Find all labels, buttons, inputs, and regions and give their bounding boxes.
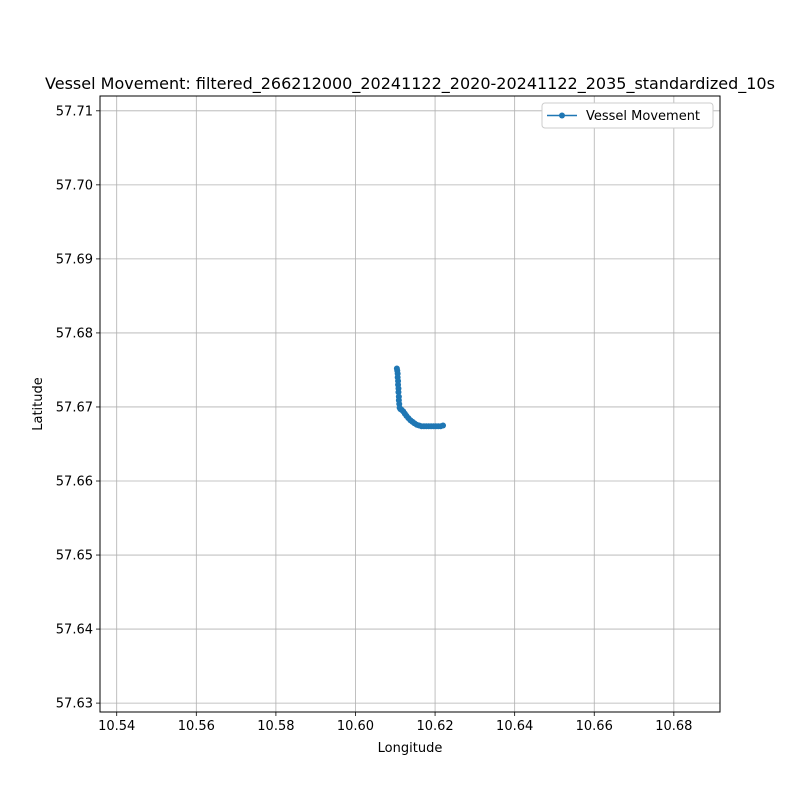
y-tick-label: 57.68 [56,326,93,341]
x-tick-label: 10.56 [178,719,215,734]
x-tick-label: 10.54 [98,719,135,734]
y-axis-label: Latitude [31,377,46,431]
x-tick-label: 10.58 [257,719,294,734]
y-tick-label: 57.67 [56,400,93,415]
chart-title: Vessel Movement: filtered_266212000_2024… [45,74,775,94]
x-tick-label: 10.66 [576,719,613,734]
y-tick-label: 57.63 [56,697,93,712]
plot-frame [99,95,721,713]
legend-marker-swatch [559,112,565,119]
x-axis-label: Longitude [378,741,443,756]
x-tick-label: 10.62 [416,719,453,734]
x-axis: 10.54 10.56 10.58 10.60 10.62 10.64 10.66 10.68 [98,712,692,734]
data-point [440,422,447,429]
legend-box [541,102,714,129]
y-tick-label: 57.64 [56,623,93,638]
y-tick-label: 57.65 [56,549,93,564]
y-tick-label: 57.70 [56,178,93,193]
grid [100,96,720,712]
legend-label: Vessel Movement [586,109,700,124]
x-tick-label: 10.60 [337,719,374,734]
y-axis: 57.63 57.64 57.65 57.66 57.67 57.68 57.69 57.70… [56,104,100,712]
y-tick-label: 57.71 [56,104,93,119]
data-point [395,389,402,396]
x-tick-label: 10.64 [496,719,533,734]
legend: Vessel Movement [541,102,714,129]
series-layer [393,365,447,430]
y-tick-label: 57.66 [56,475,93,490]
y-tick-label: 57.69 [56,252,93,267]
x-tick-label: 10.68 [655,719,692,734]
